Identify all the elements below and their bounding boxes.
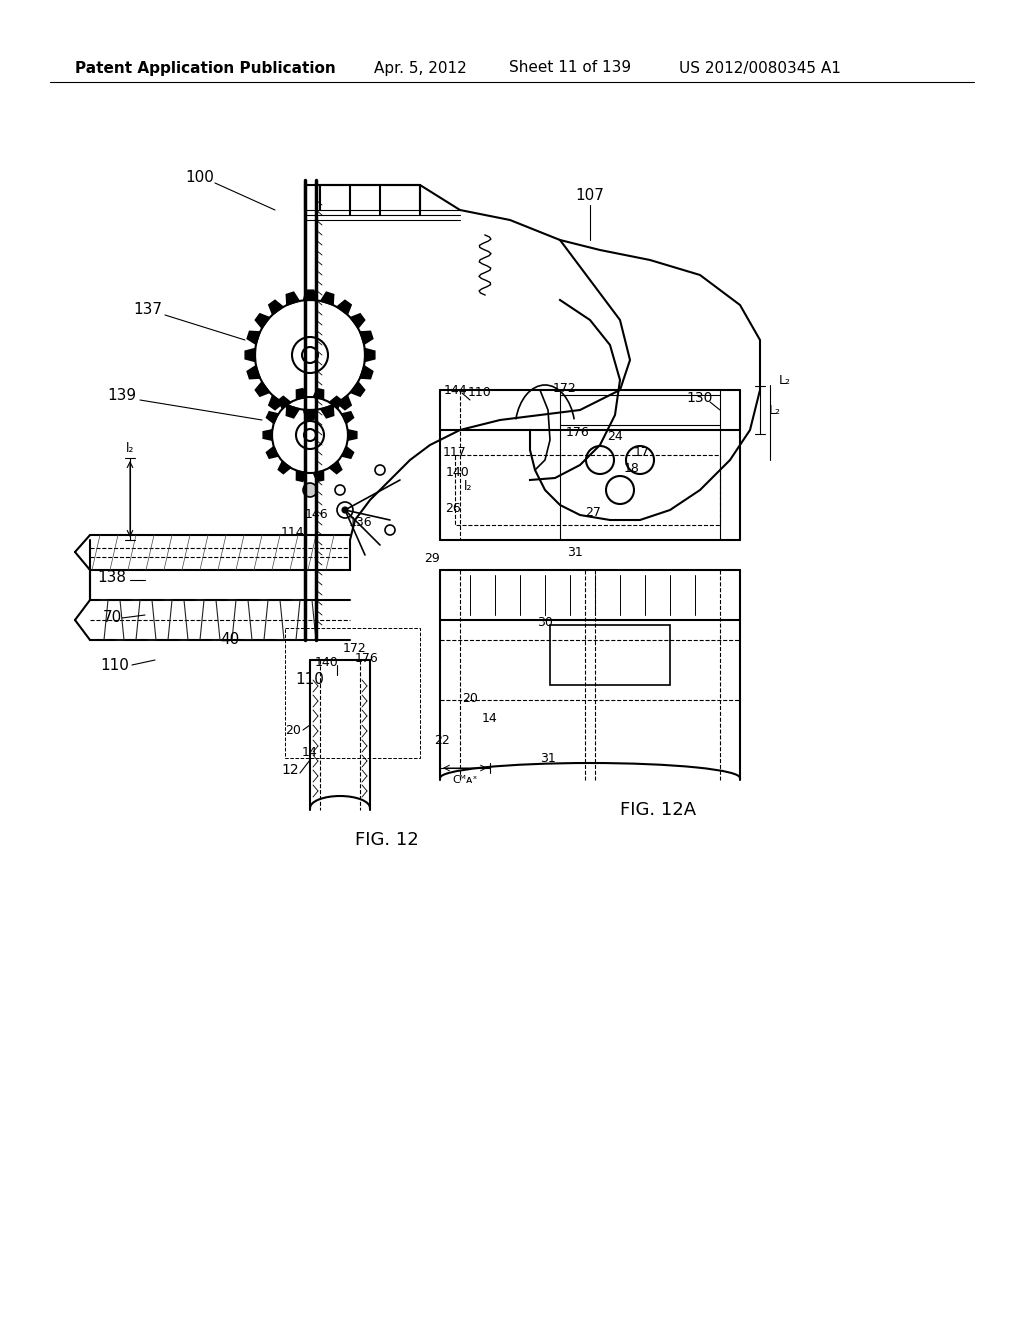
- Circle shape: [304, 429, 316, 441]
- Text: 117: 117: [443, 446, 467, 459]
- Text: Apr. 5, 2012: Apr. 5, 2012: [374, 61, 466, 75]
- Text: 20: 20: [462, 692, 478, 705]
- Polygon shape: [313, 388, 324, 400]
- Polygon shape: [255, 314, 269, 329]
- Text: l₂: l₂: [464, 479, 472, 492]
- Polygon shape: [247, 366, 260, 379]
- Polygon shape: [279, 461, 291, 474]
- Polygon shape: [350, 314, 365, 329]
- Text: 136: 136: [348, 516, 372, 528]
- Polygon shape: [337, 395, 351, 409]
- Text: Patent Application Publication: Patent Application Publication: [75, 61, 336, 75]
- Text: 176: 176: [355, 652, 379, 664]
- Text: 17: 17: [634, 446, 650, 458]
- Polygon shape: [268, 395, 284, 409]
- Text: 140: 140: [446, 466, 470, 479]
- Text: FIG. 12: FIG. 12: [355, 832, 419, 849]
- Polygon shape: [263, 430, 272, 441]
- Polygon shape: [313, 470, 324, 482]
- Polygon shape: [266, 446, 279, 458]
- Polygon shape: [342, 446, 353, 458]
- Text: 12: 12: [282, 763, 299, 777]
- Polygon shape: [337, 300, 351, 314]
- Text: 29: 29: [424, 552, 440, 565]
- Text: 20: 20: [285, 723, 301, 737]
- Text: 100: 100: [185, 170, 214, 186]
- Polygon shape: [321, 405, 334, 418]
- Circle shape: [303, 483, 317, 498]
- Text: 40: 40: [220, 632, 240, 648]
- Polygon shape: [287, 292, 299, 305]
- Text: 26: 26: [445, 502, 461, 515]
- Text: 31: 31: [567, 546, 583, 560]
- Text: 110: 110: [468, 387, 492, 400]
- Text: 70: 70: [102, 610, 122, 626]
- Polygon shape: [303, 290, 316, 301]
- Polygon shape: [359, 331, 373, 345]
- Text: FIG. 12A: FIG. 12A: [620, 801, 696, 818]
- Text: 27: 27: [585, 506, 601, 519]
- Polygon shape: [321, 292, 334, 305]
- Text: 139: 139: [108, 388, 136, 403]
- Polygon shape: [330, 461, 342, 474]
- Polygon shape: [268, 300, 284, 314]
- Text: 107: 107: [575, 187, 604, 202]
- Text: 14: 14: [302, 747, 317, 759]
- Text: L₂: L₂: [779, 374, 791, 387]
- Polygon shape: [255, 381, 269, 396]
- Text: US 2012/0080345 A1: US 2012/0080345 A1: [679, 61, 841, 75]
- Text: 22: 22: [434, 734, 450, 747]
- Text: 24: 24: [607, 430, 623, 444]
- Polygon shape: [296, 388, 307, 400]
- Polygon shape: [342, 412, 353, 424]
- Text: 176: 176: [566, 426, 590, 440]
- Text: 14: 14: [482, 711, 498, 725]
- Text: 137: 137: [133, 302, 163, 318]
- Text: 31: 31: [540, 751, 556, 764]
- Text: 130: 130: [687, 391, 713, 405]
- Text: 30: 30: [537, 616, 553, 630]
- Polygon shape: [303, 409, 316, 420]
- Text: l₂: l₂: [126, 441, 134, 454]
- Text: Sheet 11 of 139: Sheet 11 of 139: [509, 61, 631, 75]
- Polygon shape: [287, 405, 299, 418]
- Polygon shape: [359, 366, 373, 379]
- Text: 110: 110: [100, 657, 129, 672]
- Text: Cᴹᴀˣ: Cᴹᴀˣ: [453, 775, 478, 785]
- Polygon shape: [266, 412, 279, 424]
- Text: 172: 172: [343, 642, 367, 655]
- Polygon shape: [350, 381, 365, 396]
- Text: 110: 110: [296, 672, 325, 688]
- Text: 144: 144: [443, 384, 467, 396]
- Text: 172: 172: [553, 381, 577, 395]
- Polygon shape: [245, 348, 255, 362]
- Text: 138: 138: [97, 570, 127, 586]
- Polygon shape: [279, 396, 291, 409]
- Polygon shape: [330, 396, 342, 409]
- Text: L₂: L₂: [769, 404, 781, 417]
- Polygon shape: [247, 331, 260, 345]
- Polygon shape: [365, 348, 375, 362]
- Text: 114: 114: [281, 527, 304, 540]
- Text: 18: 18: [624, 462, 640, 474]
- Polygon shape: [296, 470, 307, 482]
- Circle shape: [302, 347, 318, 363]
- Text: 146: 146: [304, 508, 328, 521]
- Polygon shape: [347, 430, 357, 441]
- Circle shape: [342, 507, 348, 513]
- Text: 140: 140: [315, 656, 339, 668]
